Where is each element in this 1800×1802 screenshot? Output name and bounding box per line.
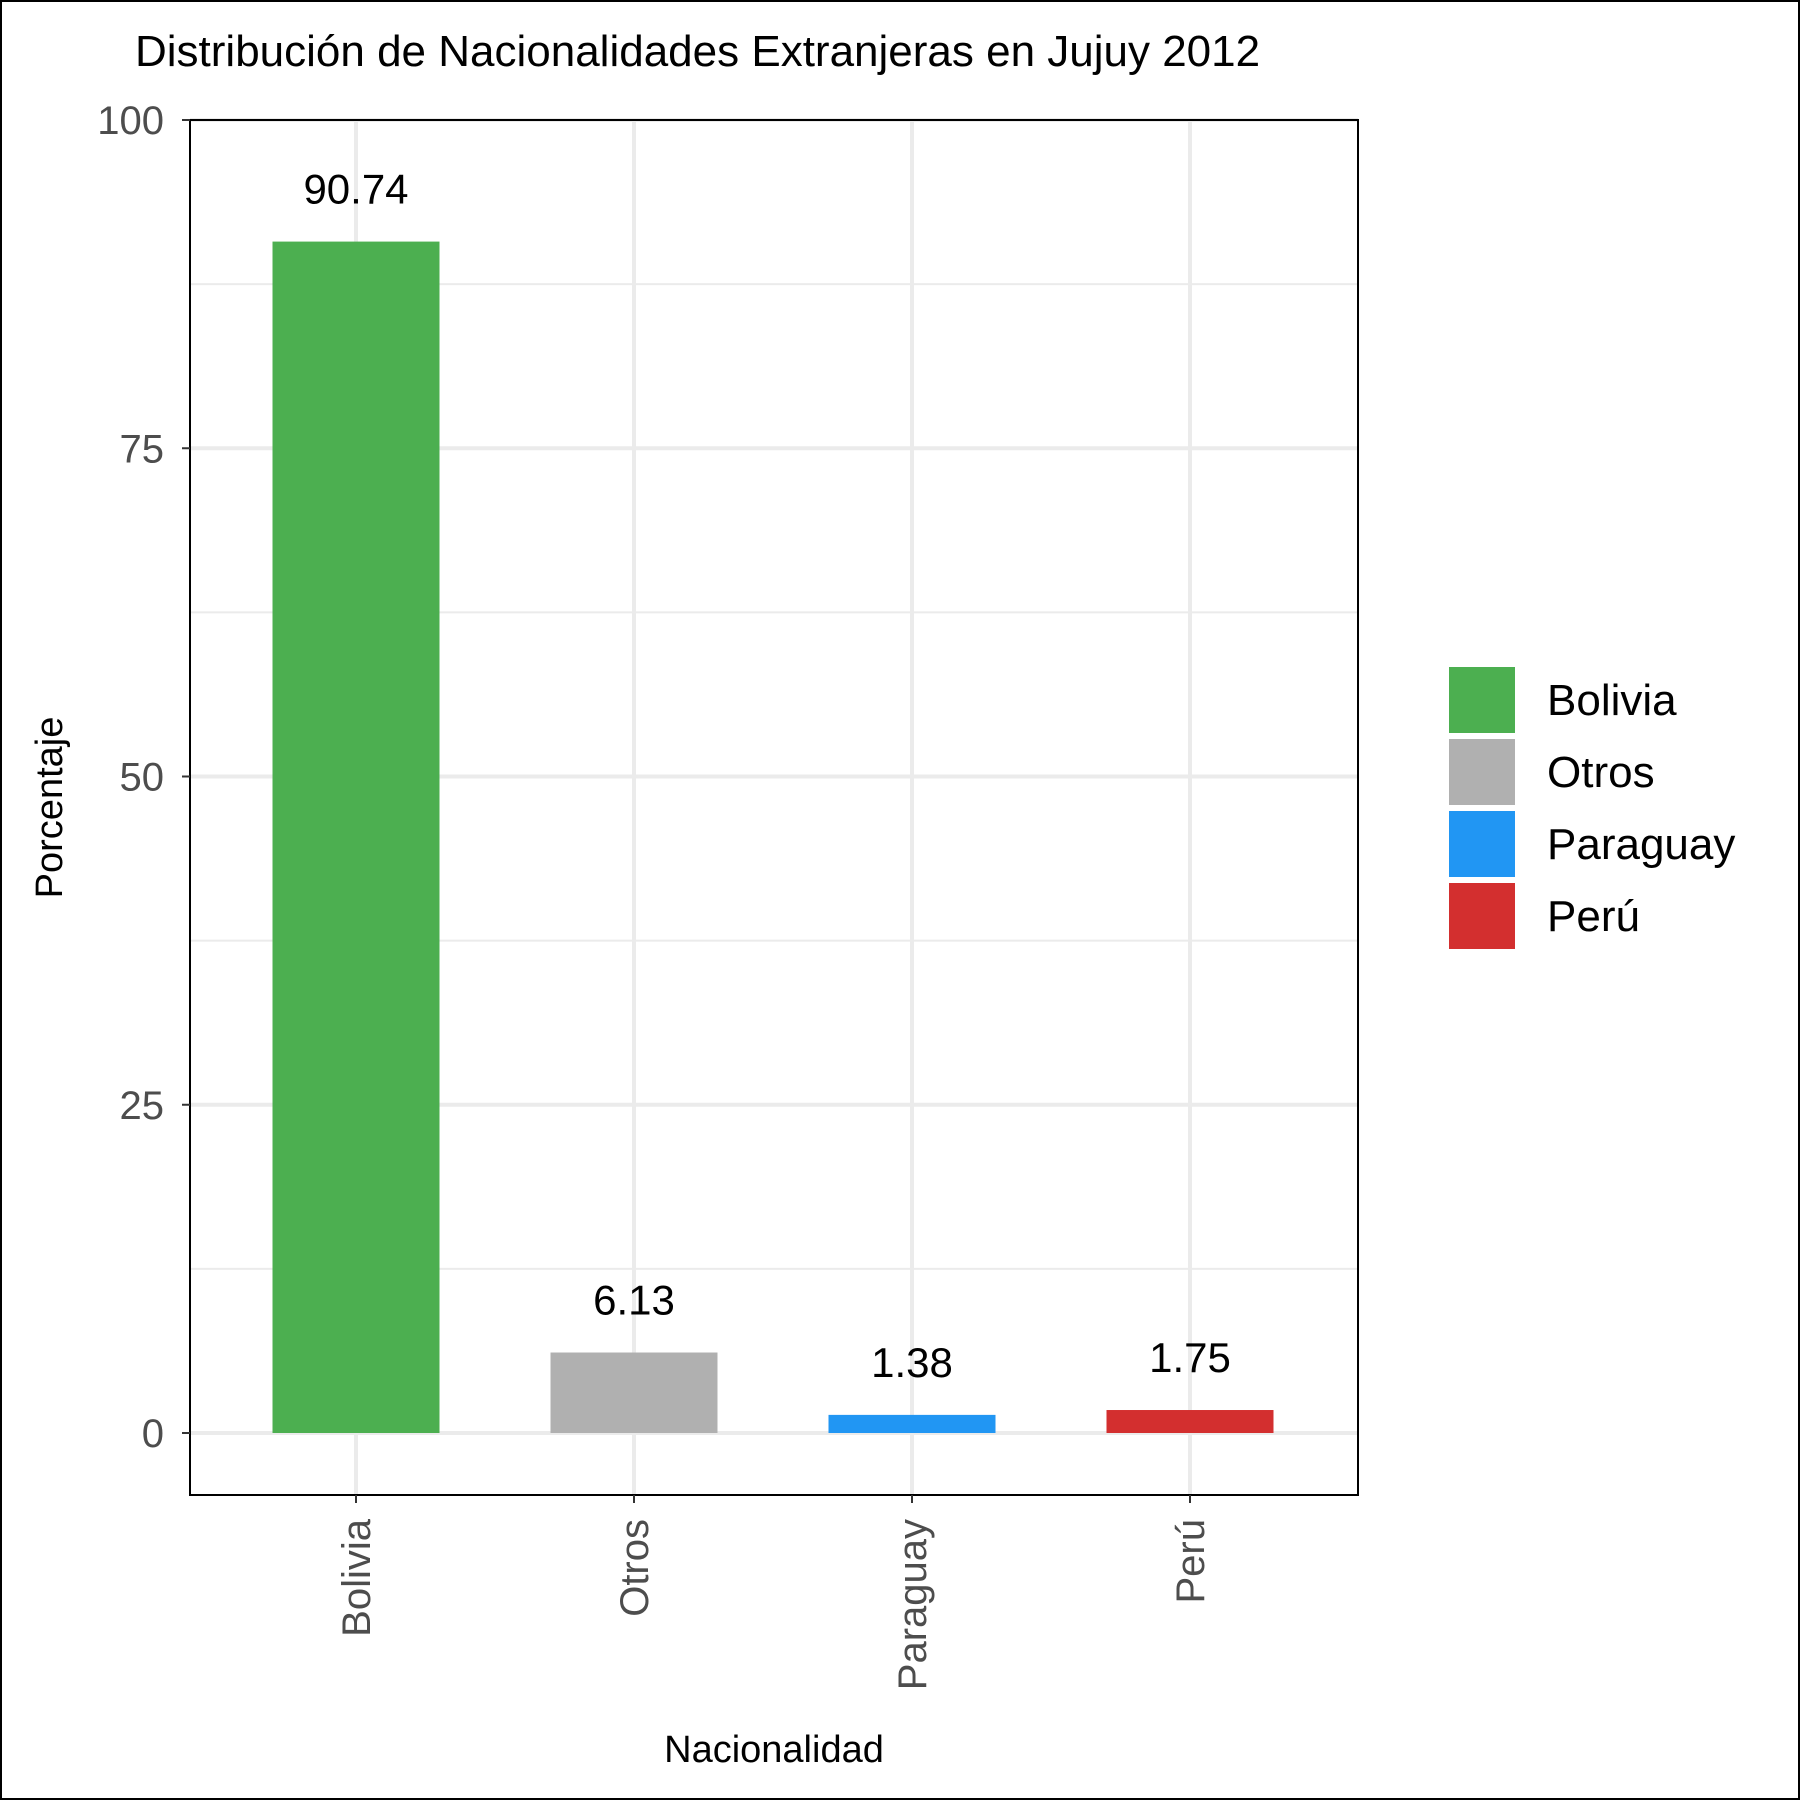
legend-swatch [1449,667,1515,733]
y-axis-ticks: 0 25 50 75 100 [97,99,190,1456]
x-tick-label: Bolivia [335,1518,379,1637]
legend-label: Perú [1547,892,1640,941]
legend-swatch [1449,739,1515,805]
x-axis-title: Nacionalidad [664,1729,884,1771]
value-label: 90.74 [303,166,408,213]
value-labels: 90.74 6.13 1.38 1.75 [303,166,1230,1386]
value-label: 1.75 [1149,1334,1231,1381]
bar-paraguay [828,1414,996,1433]
legend-swatch [1449,883,1515,949]
x-tick-label: Paraguay [891,1519,935,1690]
legend-label: Bolivia [1547,676,1677,725]
y-axis-title: Porcentaje [29,717,71,899]
bars [272,241,1274,1434]
value-label: 6.13 [593,1277,675,1324]
bar-bolivia [272,241,440,1434]
legend-label: Paraguay [1547,820,1735,869]
chart-title: Distribución de Nacionalidades Extranjer… [135,27,1260,76]
x-tick-label: Otros [613,1519,657,1617]
x-tick-label: Perú [1169,1519,1213,1604]
y-tick-label: 50 [120,756,165,800]
legend-swatch [1449,811,1515,877]
legend: Bolivia Otros Paraguay Perú [1449,667,1735,949]
y-tick-label: 75 [120,427,165,471]
y-tick-label: 25 [120,1084,165,1128]
value-label: 1.38 [871,1339,953,1386]
x-axis-ticks: Bolivia Otros Paraguay Perú [335,1495,1213,1690]
y-tick-label: 0 [142,1412,164,1456]
bar-otros [550,1352,718,1433]
y-tick-label: 100 [97,99,164,143]
plot-frame [189,119,1359,1496]
bar-perú [1106,1410,1274,1433]
legend-label: Otros [1547,748,1655,797]
